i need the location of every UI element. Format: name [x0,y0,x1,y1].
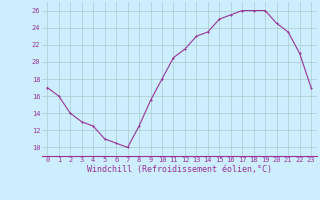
X-axis label: Windchill (Refroidissement éolien,°C): Windchill (Refroidissement éolien,°C) [87,165,272,174]
